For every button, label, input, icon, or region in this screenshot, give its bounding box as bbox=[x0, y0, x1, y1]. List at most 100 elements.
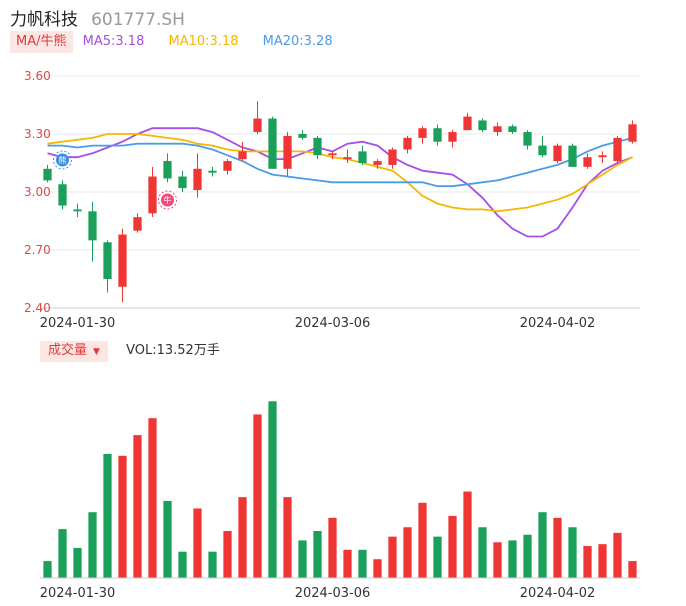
volume-bar bbox=[163, 500, 172, 578]
ma-legend: MA/牛熊 MA5:3.18 MA10:3.18 MA20:3.28 bbox=[10, 31, 353, 53]
candle-body bbox=[613, 137, 622, 162]
candle-body bbox=[88, 211, 97, 241]
stock-name: 力帆科技 bbox=[10, 10, 78, 30]
volume-bar bbox=[508, 540, 517, 578]
volume-bar bbox=[463, 491, 472, 578]
ma10-line bbox=[47, 133, 633, 213]
volume-value-label: VOL:13.52万手 bbox=[126, 343, 220, 358]
candle-body bbox=[73, 209, 82, 212]
candle-body bbox=[58, 184, 67, 206]
signal-badges: 熊牛 bbox=[53, 150, 177, 210]
volume-bar bbox=[103, 453, 112, 578]
volume-bar bbox=[358, 549, 367, 578]
bear-badge-ring bbox=[53, 150, 72, 170]
volume-bar bbox=[373, 559, 382, 578]
volume-bars bbox=[40, 401, 640, 579]
candle-body bbox=[193, 168, 202, 191]
volume-bar bbox=[553, 517, 562, 578]
volume-bar bbox=[493, 542, 502, 578]
stock-code: 601777.SH bbox=[91, 10, 185, 30]
bull-badge-icon bbox=[161, 193, 174, 207]
candle-body bbox=[358, 151, 367, 163]
bear-badge-text: 熊 bbox=[59, 155, 67, 165]
volume-bar bbox=[583, 546, 592, 578]
volume-bar bbox=[313, 531, 322, 578]
volume-bar bbox=[478, 527, 487, 578]
volume-bar bbox=[343, 549, 352, 578]
volume-bar bbox=[283, 497, 292, 578]
volume-bar bbox=[118, 455, 127, 578]
volume-bar bbox=[328, 517, 337, 578]
ma20-line bbox=[47, 137, 633, 188]
volume-bar bbox=[88, 512, 97, 578]
volume-bar bbox=[268, 401, 277, 578]
candle-body bbox=[403, 137, 412, 150]
bull-badge-text: 牛 bbox=[164, 195, 172, 205]
volume-bar bbox=[568, 527, 577, 578]
price-grid bbox=[40, 75, 640, 309]
candle-body bbox=[328, 153, 337, 156]
volume-bar bbox=[523, 534, 532, 578]
candle-body bbox=[373, 161, 382, 165]
volume-bar bbox=[193, 508, 202, 578]
candle-body bbox=[238, 151, 247, 160]
volume-selector-label: 成交量 bbox=[48, 343, 88, 358]
price-tick-label: 3.60 bbox=[24, 69, 51, 83]
volume-bar bbox=[298, 540, 307, 578]
candle-body bbox=[43, 168, 52, 181]
candle-body bbox=[268, 118, 277, 169]
candle-body bbox=[598, 155, 607, 158]
volume-bar bbox=[448, 515, 457, 578]
candle-body bbox=[343, 157, 352, 160]
candle-body bbox=[448, 132, 457, 142]
candle-body bbox=[253, 118, 262, 133]
volume-bar bbox=[148, 418, 157, 578]
volume-bar bbox=[418, 502, 427, 578]
volume-bar bbox=[388, 536, 397, 578]
volume-bar bbox=[133, 435, 142, 578]
volume-date-axis: 2024-01-30 2024-03-06 2024-04-02 bbox=[40, 586, 596, 601]
volume-bar bbox=[433, 536, 442, 578]
candle-body bbox=[463, 116, 472, 131]
price-tick-label: 3.00 bbox=[24, 185, 51, 199]
candle-body bbox=[208, 170, 217, 173]
volume-legend: 成交量 ▼ VOL:13.52万手 bbox=[40, 341, 220, 362]
candle-body bbox=[298, 134, 307, 138]
volume-bar bbox=[43, 561, 52, 578]
price-tick-label: 3.30 bbox=[24, 127, 51, 141]
volume-bar bbox=[73, 547, 82, 578]
candle-body bbox=[283, 135, 292, 169]
price-axis: 3.60 3.30 3.00 2.70 2.40 bbox=[24, 69, 51, 315]
candle-body bbox=[388, 149, 397, 165]
volume-bar bbox=[253, 414, 262, 578]
candle-body bbox=[148, 176, 157, 214]
ma20-legend-label: MA20:3.28 bbox=[262, 34, 333, 49]
volume-bar bbox=[613, 532, 622, 578]
volume-bar bbox=[538, 512, 547, 578]
candle-body bbox=[118, 234, 127, 287]
date-label: 2024-03-06 bbox=[295, 586, 371, 601]
date-label: 2024-04-02 bbox=[520, 316, 596, 331]
stock-header: 力帆科技 601777.SH bbox=[10, 5, 185, 30]
ma5-legend-label: MA5:3.18 bbox=[82, 34, 145, 49]
candle-body bbox=[508, 126, 517, 133]
candle-body bbox=[133, 217, 142, 231]
candle-body bbox=[538, 145, 547, 156]
moving-average-lines bbox=[47, 127, 633, 238]
candle-body bbox=[553, 145, 562, 162]
candle-body bbox=[103, 242, 112, 279]
caret-down-icon: ▼ bbox=[93, 347, 100, 357]
candle-body bbox=[418, 128, 427, 138]
candle-body bbox=[523, 132, 532, 146]
volume-selector-button[interactable]: 成交量 ▼ bbox=[40, 341, 108, 362]
date-label: 2024-01-30 bbox=[40, 316, 116, 331]
candle-body bbox=[313, 137, 322, 156]
volume-bar bbox=[598, 544, 607, 578]
candle-body bbox=[223, 161, 232, 171]
candle-body bbox=[628, 124, 637, 142]
volume-bar bbox=[58, 529, 67, 578]
candle-body bbox=[583, 157, 592, 167]
ma-selector-button[interactable]: MA/牛熊 bbox=[10, 31, 73, 53]
candle-body bbox=[178, 176, 187, 189]
